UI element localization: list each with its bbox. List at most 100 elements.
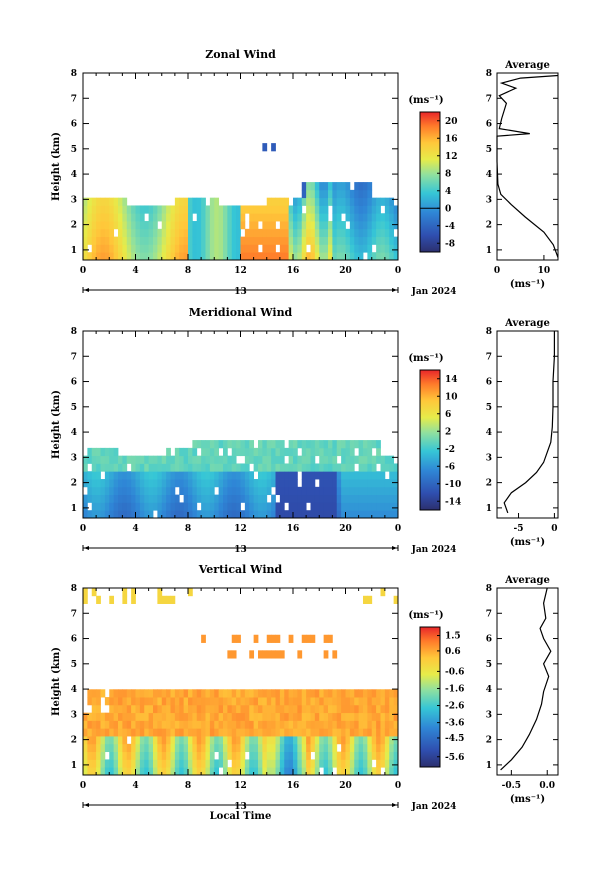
heatmap-cell <box>231 720 237 729</box>
heatmap-cell <box>363 447 368 457</box>
heatmap-cell <box>253 252 259 261</box>
heatmap-cell <box>262 236 268 245</box>
heatmap-cell <box>118 510 123 519</box>
heatmap-cell <box>249 479 255 488</box>
heatmap-cell <box>223 751 228 760</box>
heatmap-cell <box>236 634 241 643</box>
heatmap-cell <box>139 736 145 745</box>
heatmap-cell <box>148 712 154 721</box>
heatmap-cell <box>367 736 373 745</box>
heatmap-cell <box>227 728 233 737</box>
heatmap-cell <box>236 767 241 776</box>
heatmap-cell <box>174 767 180 776</box>
heatmap-cell <box>231 455 237 464</box>
heatmap-cell <box>389 689 395 698</box>
heatmap-cell <box>205 767 211 776</box>
heatmap-cell <box>179 205 185 214</box>
heatmap-cell <box>231 751 237 760</box>
heatmap-cell <box>319 510 325 519</box>
heatmap-cell <box>109 455 115 464</box>
heatmap-cell <box>332 697 338 706</box>
heatmap-cell <box>319 252 325 261</box>
heatmap-cell <box>367 228 373 238</box>
heatmap-cell <box>227 463 233 472</box>
heatmap-cell <box>275 205 281 214</box>
heatmap-cell <box>104 228 110 238</box>
profile-y-tick-label: 6 <box>486 635 492 645</box>
heatmap-cell <box>293 213 298 222</box>
heatmap-cell <box>301 182 307 191</box>
heatmap-cell <box>293 736 298 745</box>
heatmap-cells <box>83 588 399 776</box>
heatmap-cell <box>170 595 176 604</box>
y-axis-label: Height (km) <box>51 132 62 201</box>
heatmap-cell <box>293 197 298 206</box>
heatmap-cell <box>297 502 303 511</box>
heatmap-cell <box>258 712 263 721</box>
heatmap-cell <box>223 205 228 214</box>
heatmap-cell <box>214 736 220 745</box>
heatmap-cell <box>131 751 136 760</box>
x-tick-label: 0 <box>395 266 401 276</box>
x-tick-label: 16 <box>287 781 300 791</box>
heatmap-cell <box>192 697 198 706</box>
heatmap-cell <box>349 712 355 721</box>
heatmap-cell <box>288 236 294 245</box>
heatmap-cell <box>293 205 298 214</box>
heatmap-cell <box>332 213 338 222</box>
heatmap-cell <box>384 743 390 753</box>
heatmap-cell <box>205 502 211 511</box>
heatmap-cell <box>336 704 342 714</box>
heatmap-cell <box>236 471 241 480</box>
heatmap-cell <box>131 479 136 488</box>
heatmap-cell <box>188 213 193 222</box>
heatmap-cell <box>363 759 368 768</box>
heatmap-cell <box>284 252 290 261</box>
heatmap-cell <box>196 704 202 714</box>
heatmap-cell <box>161 743 167 753</box>
heatmap-cell <box>153 720 158 729</box>
heatmap-cell <box>284 244 290 253</box>
heatmap-cell <box>205 743 211 753</box>
colorbar-tick-label: -6 <box>445 462 455 472</box>
heatmap-cell <box>170 486 176 496</box>
heatmap-cell <box>301 447 307 457</box>
heatmap-cell <box>244 479 250 488</box>
heatmap-cell <box>196 463 202 472</box>
heatmap-cell <box>166 595 171 604</box>
heatmap-cell <box>118 751 123 760</box>
heatmap-cell <box>354 502 360 511</box>
heatmap-cell <box>349 463 355 472</box>
heatmap-cell <box>183 697 189 706</box>
profile-frame <box>496 587 559 776</box>
heatmap-cell <box>148 720 154 729</box>
heatmap-cell <box>367 728 373 737</box>
heatmap-cell <box>214 697 220 706</box>
heatmap-cell <box>188 471 193 480</box>
heatmap-cell <box>393 479 399 488</box>
heatmap-cell <box>367 712 373 721</box>
heatmap-cell <box>104 236 110 245</box>
heatmap-cell <box>139 743 145 753</box>
heatmap-cell <box>384 228 390 238</box>
heatmap-cell <box>148 221 154 230</box>
heatmap-cell <box>240 494 246 503</box>
heatmap-cell <box>358 494 364 503</box>
y-tick-label: 3 <box>71 453 77 463</box>
heatmap-cell <box>83 588 88 597</box>
heatmap-cell <box>188 697 193 706</box>
heatmap-cell <box>262 486 268 496</box>
heatmap-cell <box>262 221 268 230</box>
heatmap-cell <box>271 712 276 721</box>
heatmap-cell <box>188 455 193 464</box>
heatmap-cell <box>341 720 346 729</box>
heatmap-cell <box>236 494 241 503</box>
heatmap-cell <box>188 252 193 261</box>
heatmap-cell <box>367 767 373 776</box>
heatmap-cell <box>104 743 110 753</box>
heatmap-cell <box>297 736 303 745</box>
heatmap-cell <box>126 228 132 238</box>
heatmap-cell <box>354 440 360 449</box>
heatmap-cell <box>293 221 298 230</box>
heatmap-cell <box>358 712 364 721</box>
